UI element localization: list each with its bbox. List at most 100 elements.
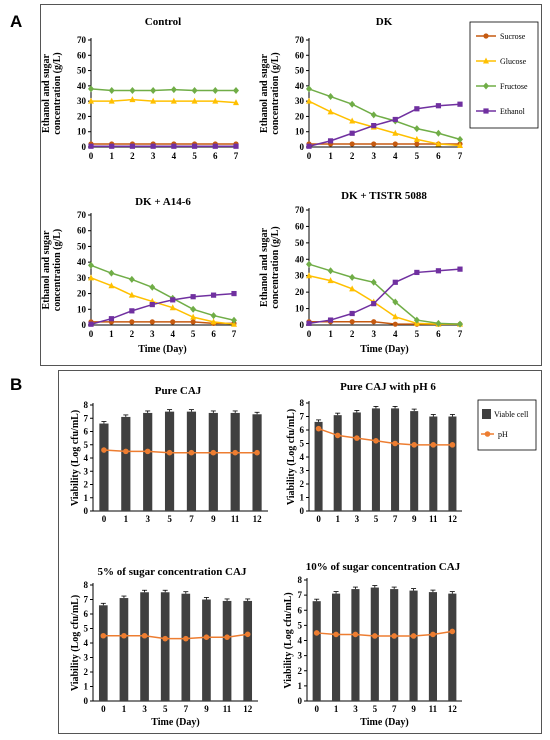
data-point-ethanol [349, 130, 355, 136]
data-point-fructose [306, 85, 312, 93]
data-point-sucrose [371, 319, 377, 325]
viable-cell-bar [99, 423, 109, 511]
data-point-ph [334, 432, 341, 439]
data-point-ethanol [371, 301, 377, 307]
data-point-fructose [327, 93, 334, 101]
x-tick-label: 0 [307, 151, 312, 161]
y-tick-label: 0 [82, 142, 87, 152]
data-point-glucose [327, 277, 334, 284]
data-point-fructose [191, 86, 198, 94]
data-point-glucose [327, 108, 334, 115]
viable-cell-bar [243, 600, 253, 701]
data-point-ethanol [191, 143, 198, 149]
x-tick-label: 2 [350, 151, 355, 161]
chart-title: Pure CAJ [155, 385, 202, 397]
x-tick-label: 0 [316, 514, 321, 524]
legend-box-b [477, 399, 537, 451]
viable-cell-bar [409, 590, 418, 701]
data-point-ph [100, 632, 107, 639]
data-point-fructose [149, 283, 156, 291]
data-point-glucose [392, 313, 399, 320]
y-axis-label: Viability (Log cfu/mL) [70, 595, 81, 691]
y-tick-label: 3 [300, 466, 305, 476]
y-axis-label-line2: concentration (g/L) [270, 52, 281, 135]
y-tick-label: 10 [77, 304, 87, 314]
data-point-ethanol [150, 143, 156, 149]
data-point-ethanol [414, 269, 420, 276]
x-tick-label: 1 [328, 151, 333, 161]
x-tick-label: 5 [163, 704, 168, 714]
series-line-glucose [308, 274, 460, 325]
x-tick-label: 0 [307, 329, 312, 339]
data-point-ethanol [414, 106, 420, 112]
data-point-ph [313, 630, 320, 636]
y-tick-label: 3 [298, 651, 303, 661]
chart-title: 5% of sugar concentration CAJ [98, 566, 247, 578]
x-tick-label: 11 [231, 514, 240, 524]
x-tick-label: 4 [170, 329, 175, 339]
data-point-glucose [306, 97, 312, 104]
data-point-glucose [210, 318, 217, 325]
data-point-ethanol [371, 123, 377, 129]
data-point-glucose [129, 96, 136, 103]
data-point-fructose [327, 267, 334, 275]
data-point-sucrose [129, 319, 135, 325]
y-tick-label: 7 [300, 412, 305, 422]
series-line-fructose [90, 88, 236, 92]
y-tick-label: 3 [84, 466, 89, 476]
x-tick-label: 0 [102, 514, 107, 524]
panel-a-frame [40, 4, 542, 366]
data-point-ph [449, 442, 456, 448]
data-point-ethanol [327, 138, 334, 144]
data-point-fructose [349, 100, 356, 108]
data-point-ph [123, 448, 129, 455]
y-tick-label: 0 [298, 696, 303, 706]
x-tick-label: 12 [448, 514, 458, 524]
data-point-ph [392, 440, 398, 447]
data-point-ethanol [129, 308, 135, 314]
y-tick-label: 30 [77, 96, 87, 106]
data-point-fructose [212, 86, 219, 94]
data-point-ph [121, 632, 127, 639]
data-point-glucose [435, 140, 442, 147]
data-point-glucose [88, 274, 94, 281]
y-tick-label: 20 [77, 111, 87, 121]
x-tick-label: 11 [223, 704, 232, 714]
data-point-ethanol [435, 268, 442, 274]
x-tick-label: 12 [448, 704, 458, 714]
data-point-glucose [392, 129, 399, 136]
y-tick-label: 7 [84, 413, 89, 423]
viable-cell-bar [448, 416, 457, 511]
x-tick-label: 0 [314, 704, 319, 714]
viable-cell-bar [352, 412, 361, 511]
data-point-ethanol [190, 294, 196, 300]
x-tick-label: 5 [374, 514, 379, 524]
x-tick-label: 12 [243, 704, 253, 714]
panel-b-label: B [10, 375, 23, 394]
y-tick-label: 1 [84, 493, 89, 503]
y-tick-label: 70 [295, 35, 305, 45]
data-point-glucose [128, 291, 135, 298]
chart-title: Pure CAJ with pH 6 [340, 381, 436, 393]
y-tick-label: 5 [298, 620, 303, 630]
data-point-fructose [150, 86, 157, 94]
data-point-ph [430, 631, 436, 638]
data-point-fructose [108, 269, 115, 277]
y-tick-label: 2 [84, 667, 89, 677]
data-point-ethanol [233, 143, 239, 149]
data-point-sucrose [190, 319, 196, 325]
y-tick-label: 5 [84, 440, 89, 450]
y-axis-label: Viability (Log cfu/mL) [283, 592, 294, 688]
y-tick-label: 2 [300, 479, 305, 489]
series-line-ph [318, 427, 453, 446]
y-tick-label: 60 [295, 50, 305, 60]
y-tick-label: 0 [300, 506, 305, 516]
data-point-ethanol [392, 279, 398, 285]
viable-cell-bar [410, 411, 419, 511]
x-tick-label: 7 [392, 704, 397, 714]
y-tick-label: 4 [84, 453, 89, 463]
y-tick-label: 40 [295, 254, 305, 264]
data-point-fructose [413, 316, 420, 324]
y-axis-label: Viability (Log cfu/mL) [70, 410, 81, 506]
data-point-sucrose [349, 319, 355, 325]
